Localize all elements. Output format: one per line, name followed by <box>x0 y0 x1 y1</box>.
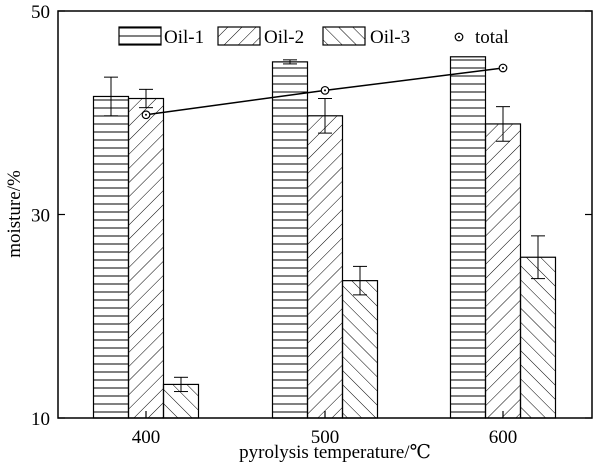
total-point-dot-600 <box>502 66 504 69</box>
legend-label-oil-3: Oil-3 <box>370 27 410 48</box>
legend-label-total: total <box>475 27 509 48</box>
x-tick-label-400: 400 <box>132 427 161 448</box>
legend-label-oil-1: Oil-1 <box>164 27 204 48</box>
legend: Oil-1 Oil-2 Oil-3 total <box>118 26 509 48</box>
bar-oil-2-400 <box>127 97 165 419</box>
total-point-dot-400 <box>145 113 147 116</box>
total-point-dot-500 <box>324 89 326 92</box>
y-axis: 10 30 50 <box>31 2 592 430</box>
bar-oil-1-500 <box>271 61 309 419</box>
total-line-group <box>141 63 508 120</box>
bar-oil-1-400 <box>92 95 130 419</box>
bar-oil-2-500 <box>306 115 344 419</box>
legend-swatch-oil-3 <box>322 26 366 46</box>
x-tick-label-500: 500 <box>311 427 340 448</box>
legend-swatch-oil-1 <box>118 26 162 46</box>
bar-oil-2-600 <box>484 123 522 419</box>
x-axis-title: pyrolysis temperature/℃ <box>239 442 431 463</box>
x-axis: 400 500 600 <box>132 411 518 448</box>
bar-oil-3-600 <box>519 256 557 419</box>
bar-oil-1-600 <box>449 56 487 419</box>
y-axis-title: moisture/% <box>4 170 25 258</box>
legend-marker-total-dot <box>458 36 460 38</box>
y-tick-label-30: 30 <box>31 206 50 227</box>
x-tick-label-600: 600 <box>489 427 518 448</box>
legend-label-oil-2: Oil-2 <box>264 27 304 48</box>
legend-swatch-oil-2 <box>217 26 261 46</box>
bar-oil-3-500 <box>341 280 379 419</box>
y-tick-label-50: 50 <box>31 2 50 23</box>
errorbar-group <box>104 59 545 393</box>
y-tick-label-10: 10 <box>31 409 50 430</box>
